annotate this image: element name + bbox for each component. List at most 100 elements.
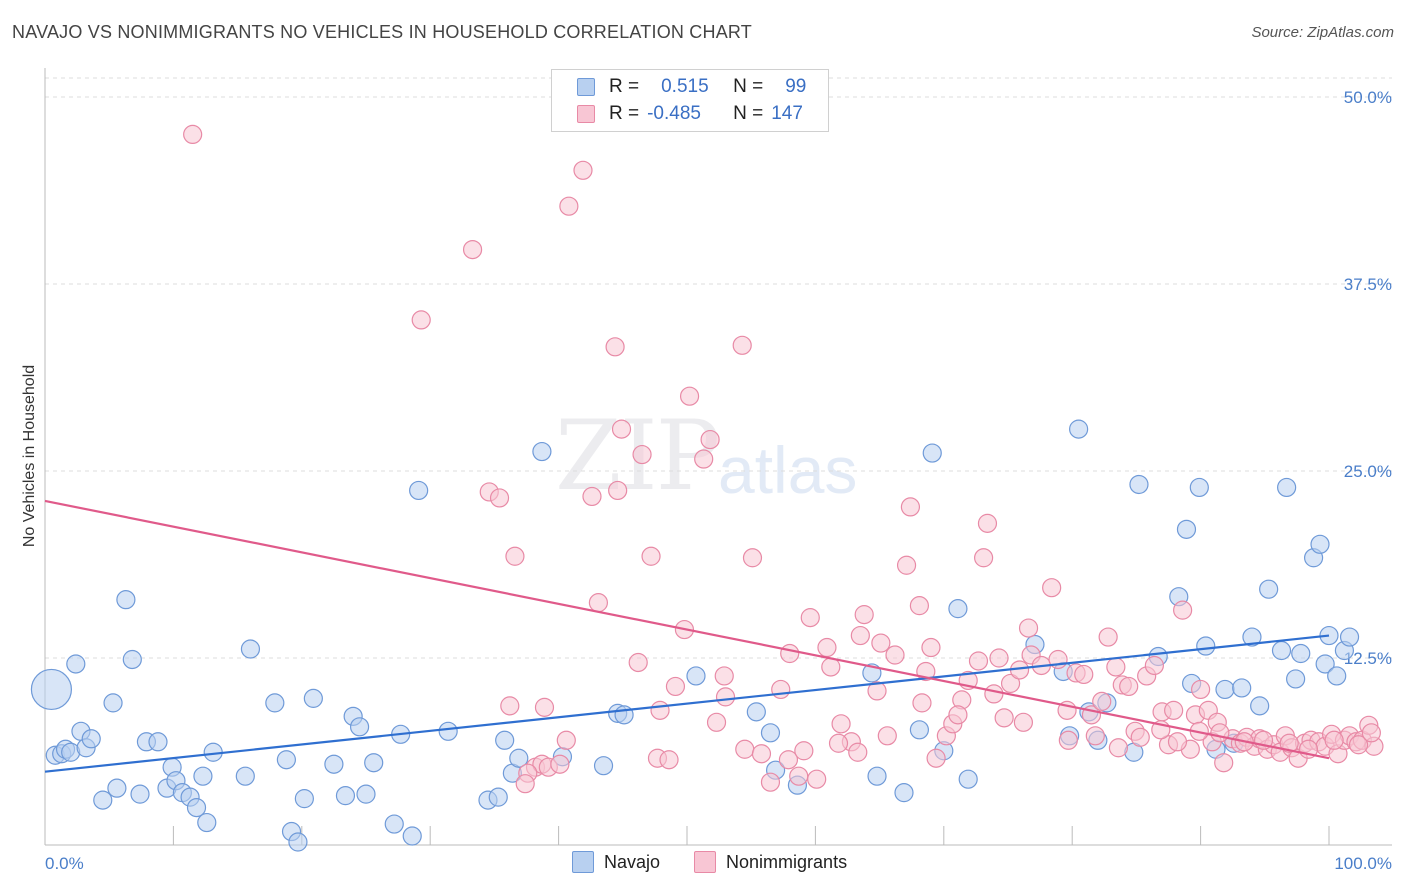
chart-title: NAVAJO VS NONIMMIGRANTS NO VEHICLES IN H…: [12, 22, 752, 42]
nonimmigrants-point: [500, 696, 520, 716]
navajo-point: [193, 766, 213, 786]
navajo-point: [746, 702, 766, 722]
navajo-point: [103, 693, 123, 713]
nonimmigrants-point: [1042, 578, 1062, 598]
nonimmigrants-point: [751, 744, 772, 764]
navajo-point: [235, 766, 255, 786]
navajo-point: [760, 723, 781, 743]
nonimmigrants-point: [871, 633, 891, 653]
y-tick-label: 25.0%: [1344, 462, 1392, 481]
nonimmigrants-point: [760, 772, 781, 792]
nonimmigrants-point: [1018, 618, 1039, 638]
nonimmigrants-point: [1074, 664, 1094, 685]
nonimmigrants-point: [1098, 627, 1118, 647]
navajo-point: [593, 756, 614, 776]
nonimmigrants-point: [559, 196, 579, 216]
nonimmigrants-trend-line: [44, 499, 1330, 760]
nonimmigrants-point: [556, 730, 576, 750]
x-tick-labels: 0.0% 100.0%: [45, 854, 1392, 873]
nonimmigrants-point: [608, 480, 628, 501]
nonimmigrants-point: [896, 555, 917, 575]
nonimmigrants-point: [817, 637, 837, 658]
nonimmigrants-point: [650, 700, 670, 720]
navajo-point: [335, 786, 356, 806]
nonimmigrants-point: [848, 742, 868, 762]
nonimmigrants-point: [573, 160, 593, 180]
axes: [44, 68, 1392, 846]
watermark-atlas: atlas: [718, 433, 858, 507]
navajo-point: [1242, 627, 1262, 647]
nonimmigrants-point: [984, 684, 1004, 704]
nonimmigrants-point: [909, 596, 930, 616]
nonimmigrants-point: [628, 652, 648, 673]
nonimmigrants-point: [679, 386, 700, 406]
navajo-point: [93, 790, 113, 810]
navajo-point: [1129, 474, 1149, 495]
navajo-point: [288, 832, 308, 852]
legend-row-navajo: R = 0.515 N = 99: [577, 75, 806, 99]
nonimmigrants-point: [700, 429, 720, 450]
nonimmigrants-point: [605, 337, 625, 357]
nonimmigrants-point: [1119, 676, 1139, 697]
nonimmigrants-point: [789, 766, 809, 786]
nonimmigrants-point: [732, 335, 752, 355]
x-tick-label: 0.0%: [45, 854, 84, 873]
nonimmigrants-point: [974, 548, 994, 568]
nonimmigrants-point: [505, 546, 525, 566]
navajo-point: [686, 666, 706, 686]
nonimmigrants-point: [885, 645, 905, 665]
navajo-point: [130, 784, 150, 804]
y-tick-label: 37.5%: [1344, 275, 1392, 294]
navajo-point: [197, 812, 217, 833]
navajo-point: [894, 783, 914, 803]
navajo-point: [1286, 669, 1306, 689]
nonimmigrants-point: [807, 769, 827, 789]
nonimmigrants-point: [1164, 700, 1184, 720]
gridlines: [45, 77, 1392, 659]
navajo-point: [356, 784, 376, 804]
nonimmigrants-point: [1106, 657, 1126, 677]
navajo-legend-swatch: [572, 851, 594, 873]
nonimmigrants-point: [977, 513, 998, 533]
n-label: N =: [733, 76, 764, 97]
nonimmigrants-point: [912, 693, 932, 713]
navajo-point: [1176, 519, 1197, 539]
nonimmigrants-point: [1361, 723, 1381, 743]
trend-lines: [44, 499, 1330, 773]
navajo-point: [488, 787, 508, 807]
nonimmigrants-point: [900, 497, 921, 517]
legend-row-nonimmigrants: R = -0.485 N = 147: [577, 102, 803, 126]
nonimmigrants-point: [1130, 727, 1150, 747]
navajo-point: [364, 753, 384, 773]
nonimmigrants-point: [1324, 730, 1344, 750]
nonimmigrants-point: [582, 486, 602, 507]
nonimmigrants-point: [632, 444, 652, 465]
nonimmigrants-point: [877, 726, 897, 746]
series-legend: Navajo Nonimmigrants: [572, 851, 847, 873]
nonimmigrants-point: [989, 648, 1009, 668]
nonimmigrants-point: [1348, 735, 1369, 755]
nonimmigrants-point: [715, 687, 736, 707]
nonimmigrants-point: [1000, 673, 1021, 694]
nonimmigrants-point: [742, 548, 763, 568]
n-label: N =: [733, 103, 764, 124]
navajo-point: [66, 654, 86, 674]
nonimmigrants-point: [1190, 679, 1211, 700]
y-axis-label: No Vehicles in Household: [21, 365, 38, 547]
navajo-point: [303, 688, 323, 708]
nonimmigrants-point: [641, 546, 661, 566]
navajo-point: [1069, 419, 1089, 439]
nonimmigrants-point: [1210, 723, 1230, 743]
nonimmigrants-point: [778, 750, 799, 770]
navajo-point: [1189, 477, 1209, 498]
nonimmigrants-point: [1092, 691, 1112, 711]
stats-legend: R = 0.515 N = 99 R = -0.485 N = 147: [551, 69, 829, 132]
nonimmigrants-legend-label: Nonimmigrants: [726, 851, 848, 872]
nonimmigrants-point: [854, 605, 874, 625]
nonimmigrants-point: [926, 748, 946, 768]
nonimmigrants-point: [550, 754, 570, 774]
navajo-point: [409, 480, 429, 501]
nonimmigrants-point: [828, 733, 849, 753]
navajo-point: [1315, 654, 1335, 674]
nonimmigrants-point: [611, 419, 632, 439]
